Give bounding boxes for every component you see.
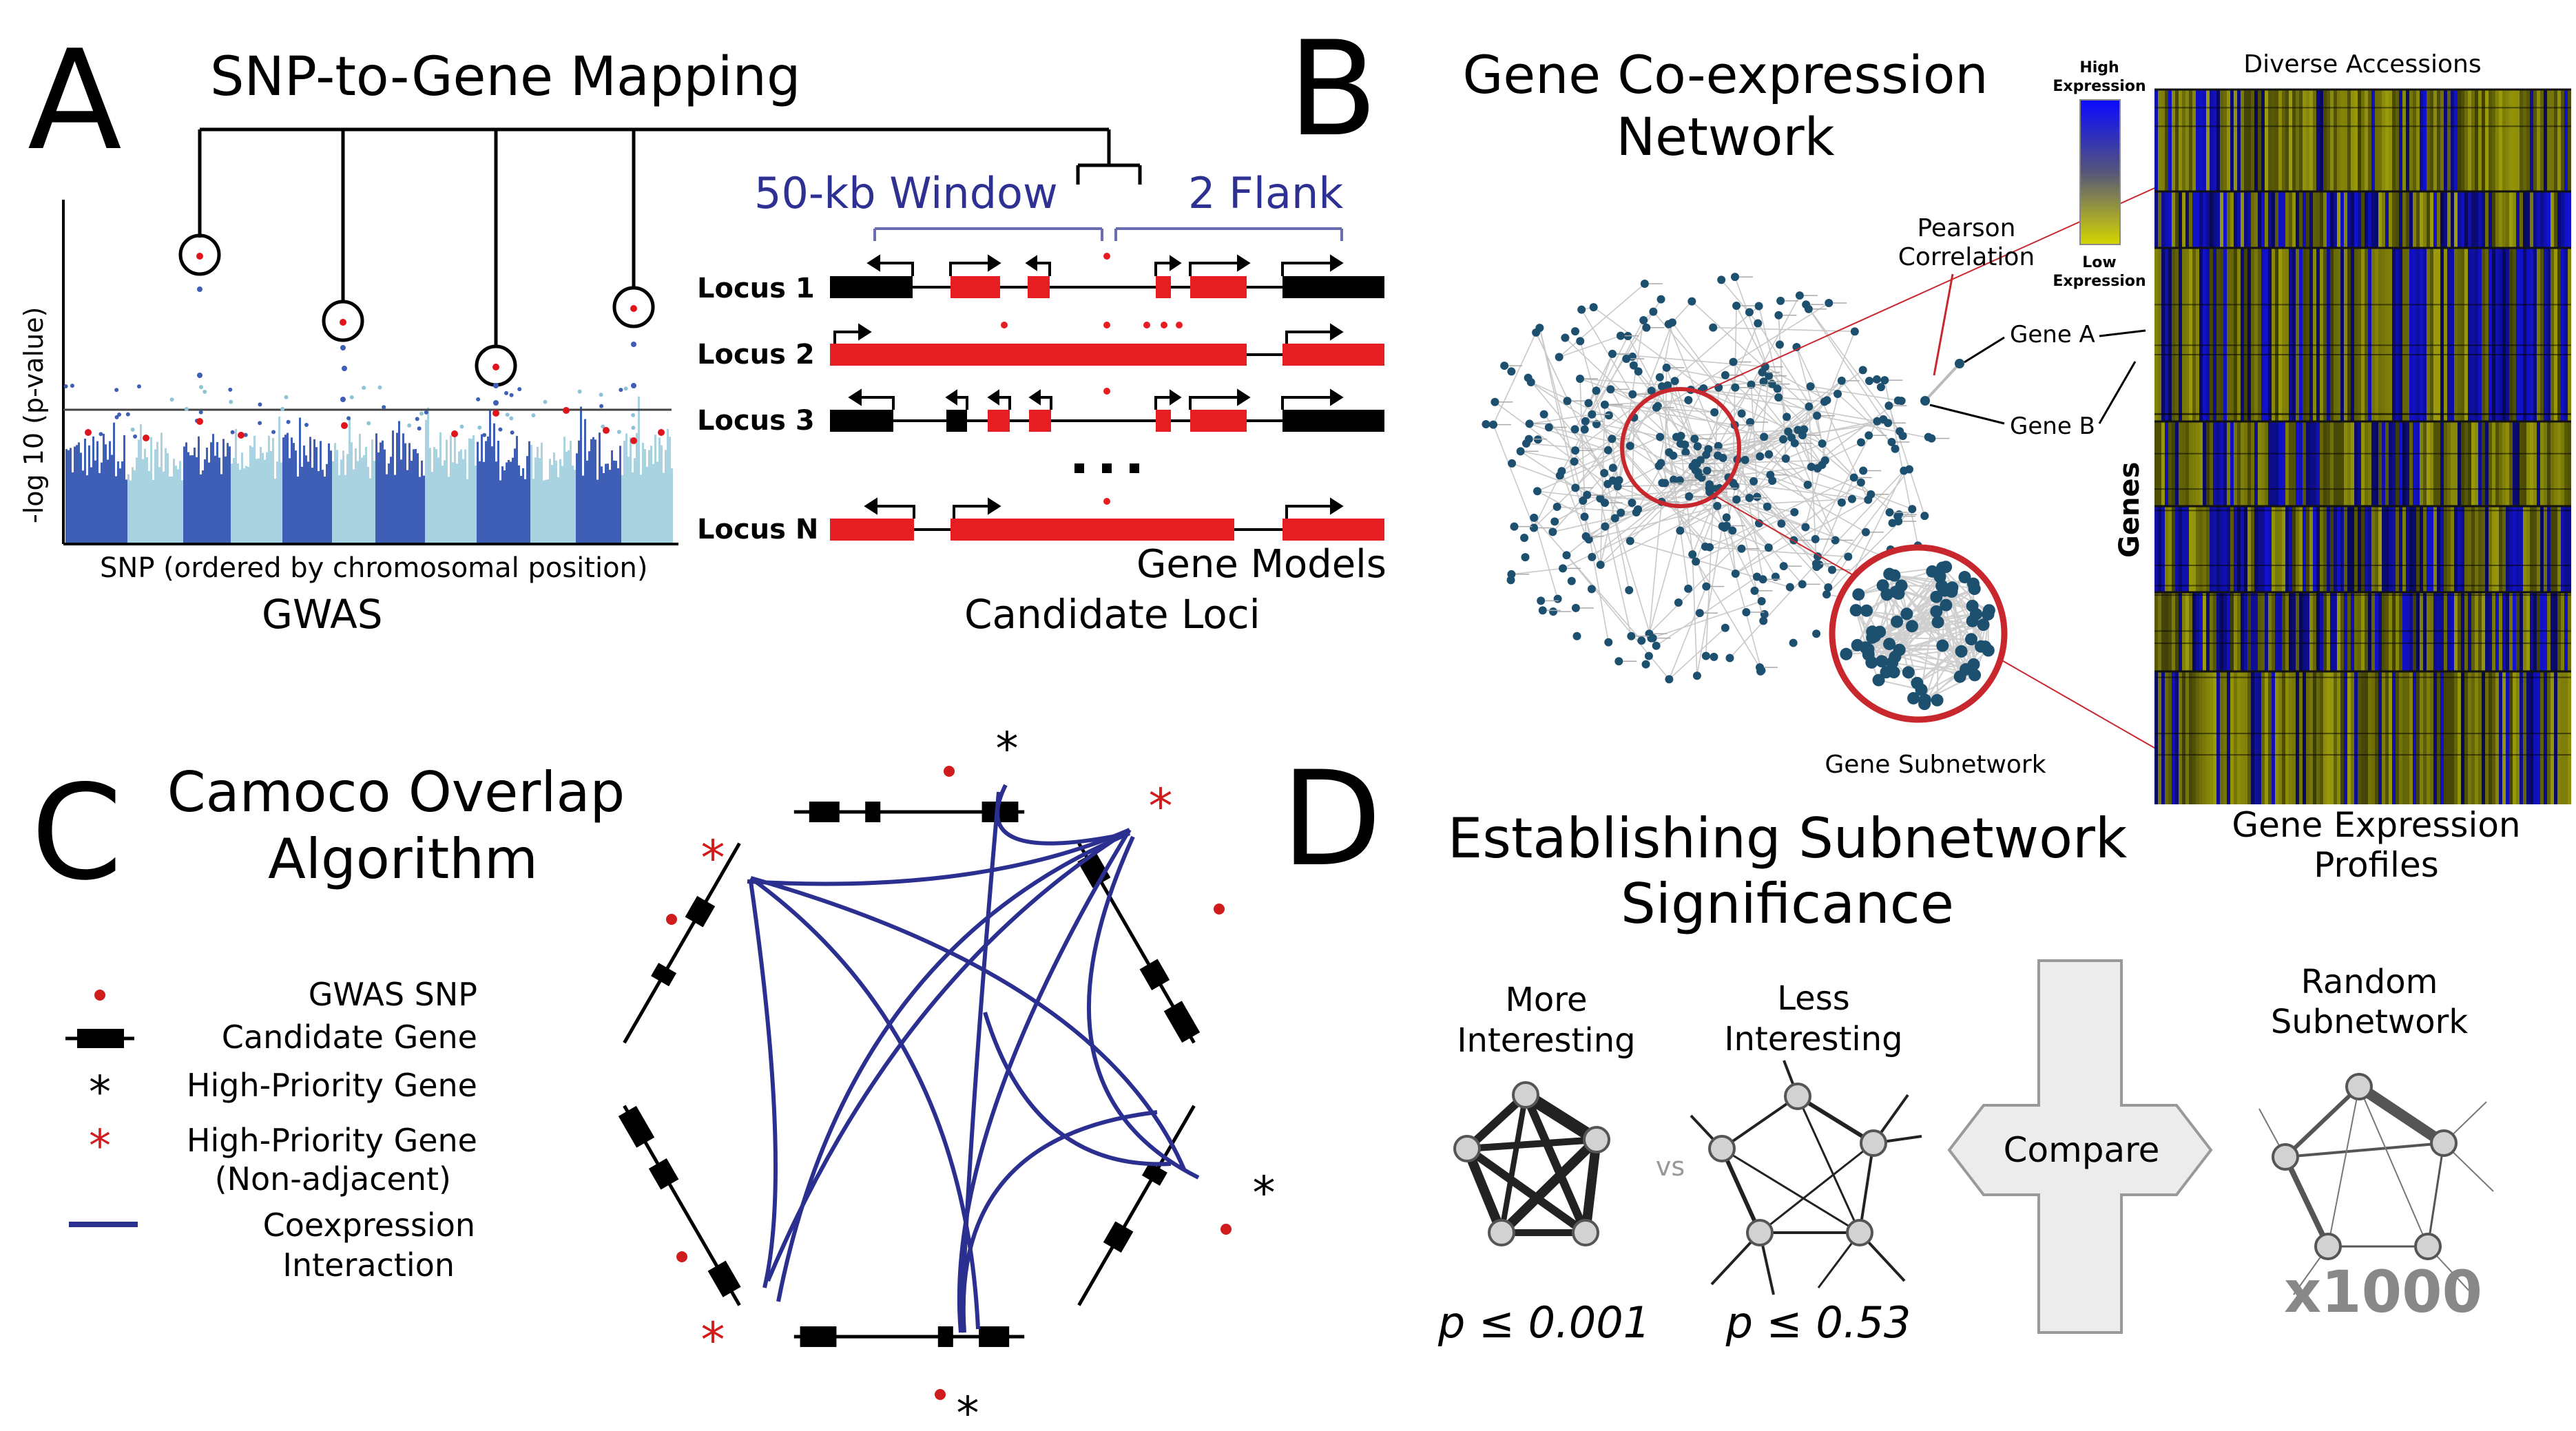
panel-d-letter: D xyxy=(1281,743,1382,895)
less-interesting-network xyxy=(1690,1060,1922,1295)
profiles-label-line-1: Gene Expression xyxy=(2232,805,2520,845)
legend-high-priority-nonadjacent-line-2: (Non-adjacent) xyxy=(215,1160,451,1198)
p-value-more: p ≤ 0.001 xyxy=(1437,1297,1650,1348)
svg-text:*: * xyxy=(701,830,725,886)
coexpression-network xyxy=(1482,273,1950,684)
manhattan-top-snps xyxy=(63,286,665,444)
vs-label: vs xyxy=(1656,1151,1685,1182)
svg-text:*: * xyxy=(701,1312,725,1368)
legend-high-priority-gene: High-Priority Gene xyxy=(187,1067,477,1104)
panel-c-title-line-1: Camoco Overlap xyxy=(167,760,625,824)
legend-candidate-gene: Candidate Gene xyxy=(222,1019,477,1056)
panel-a-title: SNP-to-Gene Mapping xyxy=(210,46,800,108)
panel-c-legend: GWAS SNP Candidate Gene * High-Priority … xyxy=(65,976,477,1284)
manhattan-x-label: SNP (ordered by chromosomal position) xyxy=(100,552,648,584)
svg-text:*: * xyxy=(1149,778,1173,835)
candidate-loci-label: Candidate Loci xyxy=(964,591,1260,638)
legend-high-line-2: Expression xyxy=(2053,78,2146,95)
panel-c-letter: C xyxy=(31,757,123,909)
svg-text:*: * xyxy=(1253,1167,1276,1220)
expression-color-scale xyxy=(2079,99,2121,245)
heatmap-side-label: Genes xyxy=(2114,462,2146,558)
manhattan-y-label: -log 10 (p-value) xyxy=(19,307,49,523)
less-label-line-2: Interesting xyxy=(1724,1020,1902,1058)
panel-b: B Gene Co-expression Network Gene Subnet… xyxy=(1288,13,2571,885)
snp-highlight-circles xyxy=(178,233,655,387)
compare-arrow xyxy=(1947,959,2213,1334)
panel-d-title-line-1: Establishing Subnetwork xyxy=(1448,806,2128,870)
gwas-label: GWAS xyxy=(262,591,383,638)
red-asterisk-icon: * xyxy=(89,1121,111,1172)
locus-row-3: Locus 3 xyxy=(697,388,1384,437)
loci-ellipsis-icon xyxy=(1074,463,1139,473)
locus-label-1: Locus 1 xyxy=(697,273,815,304)
legend-coexpression-line-2: Interaction xyxy=(282,1246,455,1284)
less-label-line-1: Less xyxy=(1777,979,1849,1018)
more-label-line-2: Interesting xyxy=(1457,1021,1635,1060)
window-label: 50-kb Window xyxy=(754,168,1058,218)
random-subnetwork xyxy=(2258,1073,2494,1295)
gene-pair xyxy=(1920,336,2005,425)
panel-d: D Establishing Subnetwork Significance M… xyxy=(1281,743,2494,1348)
panel-b-letter: B xyxy=(1288,13,1378,165)
locus-row-1: Locus 1 xyxy=(697,253,1384,304)
legend-coexpression-line-1: Coexpression xyxy=(263,1207,475,1244)
legend-low-line-2: Expression xyxy=(2053,273,2146,290)
panel-c-title-line-2: Algorithm xyxy=(268,827,538,891)
pearson-label-line-2: Correlation xyxy=(1898,243,2035,271)
window-brackets xyxy=(873,227,1343,241)
locus-label-2: Locus 2 xyxy=(697,339,815,370)
panel-a: A SNP-to-Gene Mapping xyxy=(19,21,1386,638)
profiles-label-line-2: Profiles xyxy=(2314,845,2439,885)
compare-label: Compare xyxy=(2004,1130,2160,1170)
multiplier-label: x1000 xyxy=(2284,1258,2482,1326)
legend-high-priority-nonadjacent-line-1: High-Priority Gene xyxy=(187,1122,477,1159)
pearson-label-line-1: Pearson xyxy=(1917,214,2015,242)
panel-d-title-line-2: Significance xyxy=(1621,872,1954,936)
more-interesting-network xyxy=(1453,1081,1610,1246)
snp-bracket-tree xyxy=(198,127,1142,348)
locus-row-n: Locus N xyxy=(697,497,1384,545)
expression-heatmap xyxy=(2154,88,2571,804)
red-dot-icon xyxy=(94,990,105,1001)
subnetwork-label: Gene Subnetwork xyxy=(1825,751,2046,779)
black-asterisk-icon: * xyxy=(89,1067,111,1118)
gene-a-label: Gene A xyxy=(2010,321,2095,348)
svg-text:*: * xyxy=(996,722,1019,775)
flank-label: 2 Flank xyxy=(1188,168,1343,218)
locus-label-n: Locus N xyxy=(697,514,818,545)
locus-row-2: Locus 2 xyxy=(697,322,1384,370)
more-label-line-1: More xyxy=(1506,981,1588,1019)
locus-label-3: Locus 3 xyxy=(697,405,815,437)
panel-c: C Camoco Overlap Algorithm GWAS SNP Cand… xyxy=(31,722,1276,1431)
snp-highlight-dots xyxy=(196,253,637,370)
svg-text:*: * xyxy=(957,1387,979,1431)
overlap-hexagon: * * * * * * xyxy=(618,722,1276,1431)
manhattan-snp-columns xyxy=(65,396,673,543)
heatmap-top-label: Diverse Accessions xyxy=(2243,50,2481,79)
legend-gwas-snp: GWAS SNP xyxy=(309,976,477,1013)
panel-b-title-line-2: Network xyxy=(1616,106,1834,167)
random-label-line-2: Subnetwork xyxy=(2271,1003,2468,1041)
panel-b-title-line-1: Gene Co-expression xyxy=(1462,44,1988,105)
random-label-line-1: Random xyxy=(2301,963,2438,1001)
network-zoom-circle xyxy=(1829,544,2008,723)
gene-models-label: Gene Models xyxy=(1136,542,1386,587)
manhattan-plot xyxy=(62,200,678,545)
p-value-less: p ≤ 0.53 xyxy=(1725,1297,1911,1348)
gene-bar-icon xyxy=(65,1029,134,1048)
panel-a-letter: A xyxy=(28,21,122,181)
legend-high-line-1: High xyxy=(2079,59,2119,76)
legend-low-line-1: Low xyxy=(2082,254,2116,271)
gene-b-label: Gene B xyxy=(2010,412,2095,440)
